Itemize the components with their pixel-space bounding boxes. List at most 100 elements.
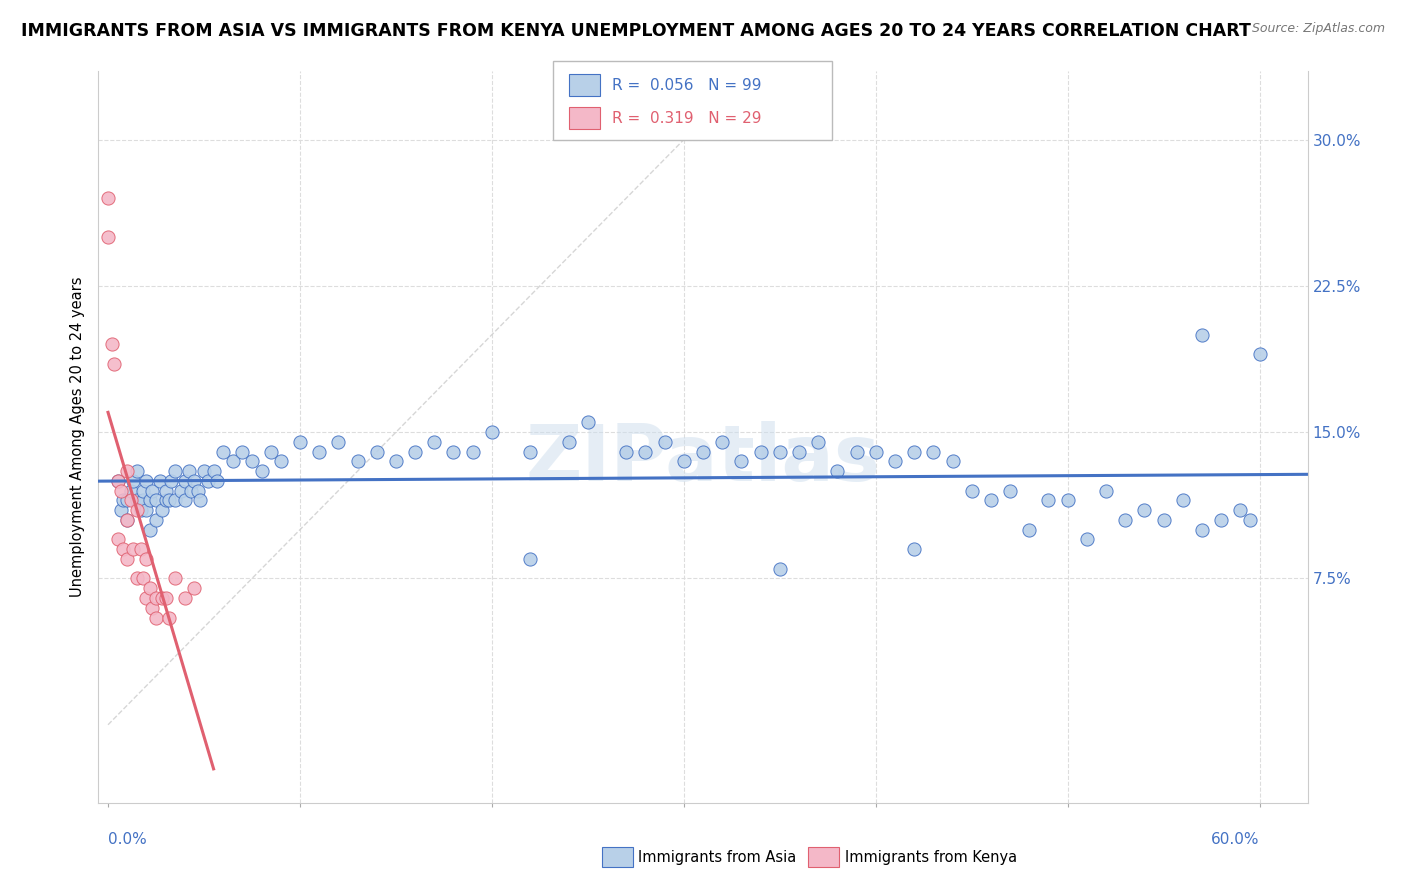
Point bbox=[202, 464, 225, 478]
Point bbox=[139, 523, 162, 537]
Point bbox=[107, 474, 129, 488]
Text: ZIPatlas: ZIPatlas bbox=[526, 421, 880, 497]
Point bbox=[346, 454, 368, 468]
Point bbox=[173, 493, 195, 508]
Point bbox=[110, 503, 132, 517]
Point bbox=[1076, 533, 1098, 547]
Point bbox=[250, 464, 273, 478]
Point bbox=[1153, 513, 1175, 527]
Text: R =  0.319   N = 29: R = 0.319 N = 29 bbox=[612, 111, 761, 126]
Point bbox=[1229, 503, 1251, 517]
Point bbox=[187, 483, 209, 498]
Point bbox=[101, 337, 124, 351]
Point bbox=[576, 416, 599, 430]
Point bbox=[207, 474, 229, 488]
Point bbox=[115, 464, 138, 478]
Point bbox=[197, 474, 219, 488]
Point bbox=[308, 444, 330, 458]
Point bbox=[443, 444, 465, 458]
Point bbox=[141, 600, 163, 615]
Point bbox=[115, 513, 138, 527]
Point bbox=[131, 493, 153, 508]
Point bbox=[212, 444, 235, 458]
Point bbox=[1171, 493, 1194, 508]
Text: Source: ZipAtlas.com: Source: ZipAtlas.com bbox=[1251, 22, 1385, 36]
Point bbox=[328, 434, 350, 449]
Point bbox=[180, 483, 202, 498]
Point bbox=[903, 444, 925, 458]
Point bbox=[769, 562, 792, 576]
Point bbox=[231, 444, 253, 458]
Point bbox=[125, 493, 148, 508]
Point bbox=[654, 434, 676, 449]
Point bbox=[634, 444, 657, 458]
Point bbox=[1095, 483, 1118, 498]
Point bbox=[692, 444, 714, 458]
Point bbox=[107, 474, 129, 488]
Point bbox=[145, 513, 167, 527]
Point bbox=[135, 503, 157, 517]
Point bbox=[827, 464, 849, 478]
Point bbox=[120, 483, 142, 498]
Point bbox=[145, 493, 167, 508]
Point bbox=[159, 610, 181, 624]
Point bbox=[129, 542, 152, 557]
Point bbox=[155, 493, 177, 508]
Point bbox=[730, 454, 752, 468]
Point bbox=[125, 572, 148, 586]
Text: R =  0.056   N = 99: R = 0.056 N = 99 bbox=[612, 78, 761, 93]
Point bbox=[165, 572, 187, 586]
Point bbox=[103, 357, 125, 371]
Point bbox=[749, 444, 772, 458]
Point bbox=[423, 434, 446, 449]
Point bbox=[1114, 513, 1136, 527]
Point bbox=[366, 444, 388, 458]
Point bbox=[270, 454, 292, 468]
Point bbox=[115, 493, 138, 508]
Point bbox=[711, 434, 734, 449]
Point bbox=[173, 474, 195, 488]
Point bbox=[260, 444, 283, 458]
Point bbox=[188, 493, 211, 508]
Point bbox=[1239, 513, 1261, 527]
Point bbox=[139, 581, 162, 595]
Point bbox=[941, 454, 963, 468]
Point bbox=[672, 454, 695, 468]
Point bbox=[884, 454, 907, 468]
Point bbox=[769, 444, 792, 458]
Point bbox=[183, 581, 205, 595]
Point bbox=[97, 191, 120, 205]
Point bbox=[998, 483, 1021, 498]
Point bbox=[145, 610, 167, 624]
Point bbox=[1211, 513, 1233, 527]
Point bbox=[160, 474, 183, 488]
Point bbox=[845, 444, 868, 458]
Point bbox=[155, 591, 177, 605]
Point bbox=[557, 434, 579, 449]
Point bbox=[129, 503, 152, 517]
Point bbox=[155, 483, 177, 498]
Text: Immigrants from Asia: Immigrants from Asia bbox=[638, 850, 797, 864]
Point bbox=[165, 464, 187, 478]
Point bbox=[149, 474, 172, 488]
Point bbox=[159, 493, 181, 508]
Point bbox=[614, 444, 637, 458]
Point bbox=[131, 483, 153, 498]
Text: IMMIGRANTS FROM ASIA VS IMMIGRANTS FROM KENYA UNEMPLOYMENT AMONG AGES 20 TO 24 Y: IMMIGRANTS FROM ASIA VS IMMIGRANTS FROM … bbox=[21, 22, 1251, 40]
Point bbox=[131, 572, 153, 586]
Point bbox=[960, 483, 983, 498]
Point bbox=[107, 533, 129, 547]
Point bbox=[1038, 493, 1060, 508]
Point bbox=[1249, 347, 1271, 361]
Point bbox=[519, 444, 541, 458]
Point bbox=[135, 591, 157, 605]
Point bbox=[865, 444, 887, 458]
Text: 0.0%: 0.0% bbox=[108, 832, 146, 847]
Point bbox=[193, 464, 215, 478]
Point bbox=[115, 513, 138, 527]
Point bbox=[97, 230, 120, 244]
Point bbox=[385, 454, 408, 468]
Point bbox=[288, 434, 311, 449]
Point bbox=[1133, 503, 1156, 517]
Point bbox=[150, 503, 173, 517]
